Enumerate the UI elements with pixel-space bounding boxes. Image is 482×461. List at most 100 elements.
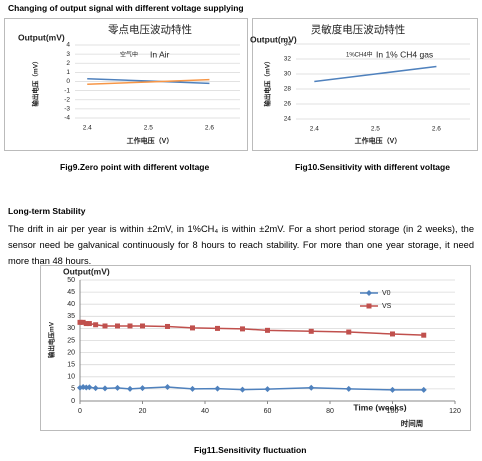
- marker: [190, 325, 195, 331]
- x-tick-label: 20: [139, 408, 147, 415]
- caption: Fig11.Sensitivity fluctuation: [194, 445, 307, 455]
- x-tick-label: 2.6: [432, 126, 441, 133]
- marker: [390, 331, 395, 337]
- y-tick-label: 34: [284, 41, 292, 48]
- annotation: 空气中: [120, 51, 138, 59]
- y-tick-label: 45: [67, 289, 75, 296]
- y-tick-label: 24: [284, 116, 292, 123]
- annotation: 1%CH4中: [346, 51, 373, 59]
- y-tick-label: -1: [64, 87, 70, 94]
- y-tick-label: 2: [66, 60, 70, 67]
- chart-frame: [40, 265, 471, 431]
- x-tick-label: 2.4: [310, 126, 319, 133]
- marker: [214, 385, 221, 392]
- marker: [77, 319, 83, 325]
- marker: [308, 328, 314, 334]
- y-tick-label: 32: [284, 56, 292, 63]
- legend-label: VS: [382, 303, 392, 310]
- chart-title: 灵敏度电压波动特性: [311, 23, 406, 36]
- y-tick-label: 30: [284, 71, 292, 78]
- y-tick-label: 4: [66, 42, 70, 49]
- marker: [80, 319, 86, 325]
- y-axis-label: 输出电压mV: [47, 321, 56, 358]
- legend-marker: [366, 290, 372, 296]
- y-tick-label: 20: [67, 349, 75, 356]
- heading: Changing of output signal with different…: [8, 3, 244, 13]
- x-tick-label: 2.6: [205, 125, 214, 132]
- annotation: In 1% CH4 gas: [376, 49, 433, 59]
- marker: [240, 326, 245, 332]
- x-axis-label: 工作电压（V）: [355, 136, 402, 145]
- marker: [164, 383, 171, 390]
- marker: [115, 323, 120, 329]
- marker: [102, 385, 108, 392]
- y-axis-label: 输出电压（mV）: [263, 57, 272, 106]
- marker: [114, 384, 121, 391]
- section-title: Long-term Stability: [8, 206, 86, 216]
- x-tick-label: 2.5: [144, 125, 153, 132]
- x-tick-label: 2.4: [83, 125, 92, 132]
- marker: [86, 384, 93, 391]
- series-line: [87, 78, 210, 85]
- marker: [345, 385, 352, 392]
- marker: [86, 321, 92, 327]
- marker: [239, 386, 246, 393]
- marker: [389, 386, 396, 393]
- y-tick-label: 10: [67, 374, 75, 381]
- y-tick-label: 15: [67, 362, 75, 369]
- y-tick-label: -2: [64, 96, 70, 103]
- y-tick-label: 3: [66, 51, 70, 58]
- chart-frame: [252, 18, 478, 151]
- marker: [93, 322, 99, 328]
- marker: [215, 325, 220, 331]
- x-tick-label: 2.5: [371, 126, 380, 133]
- y-tick-label: 40: [67, 301, 75, 308]
- x-axis-label: 工作电压（V）: [127, 136, 174, 145]
- legend-label: V0: [382, 290, 391, 297]
- marker: [139, 385, 146, 392]
- x-tick-label: 0: [78, 408, 82, 415]
- y-tick-label: 35: [67, 313, 75, 320]
- y-tick-label: 26: [284, 101, 292, 108]
- series-line: [314, 65, 437, 83]
- legend-marker: [366, 303, 372, 309]
- y-axis-label: 输出电压（mV）: [31, 57, 40, 106]
- marker: [102, 323, 108, 329]
- x-axis-label: 时间周: [401, 418, 424, 428]
- x-tick-label: 80: [326, 408, 334, 415]
- marker: [421, 332, 427, 338]
- paragraph: The drift in air per year is within ±2mV…: [8, 224, 474, 266]
- y-tick-label: 0: [71, 398, 75, 405]
- y-tick-label: 28: [284, 86, 292, 93]
- marker: [264, 386, 271, 393]
- y-tick-label: 30: [67, 325, 75, 332]
- annotation: In Air: [150, 49, 170, 59]
- marker: [165, 323, 170, 329]
- marker: [189, 385, 196, 392]
- caption: Fig9.Zero point with different voltage: [60, 162, 210, 172]
- marker: [420, 386, 427, 393]
- marker: [92, 385, 99, 392]
- chart-title: 零点电压波动特性: [108, 23, 192, 36]
- marker: [265, 327, 270, 333]
- x-tick-label: 60: [264, 408, 272, 415]
- y-tick-label: 5: [71, 386, 75, 393]
- y-tick-label: 50: [67, 277, 75, 284]
- chart-frame: [4, 18, 248, 151]
- marker: [127, 385, 133, 392]
- marker: [127, 323, 133, 329]
- caption: Fig10.Sensitivity with different voltage: [295, 162, 450, 172]
- x-axis-label: Time (weeks): [353, 402, 406, 412]
- x-tick-label: 100: [387, 408, 399, 415]
- y-tick-label: 25: [67, 337, 75, 344]
- y-tick-label: -3: [64, 106, 70, 113]
- x-tick-label: 40: [201, 408, 209, 415]
- x-tick-label: 120: [449, 408, 461, 415]
- y-tick-label: -4: [64, 115, 70, 122]
- y-tick-label: 1: [66, 69, 70, 76]
- marker: [308, 384, 315, 391]
- series-line: [87, 78, 210, 85]
- unit-label: Output(mV): [18, 32, 65, 42]
